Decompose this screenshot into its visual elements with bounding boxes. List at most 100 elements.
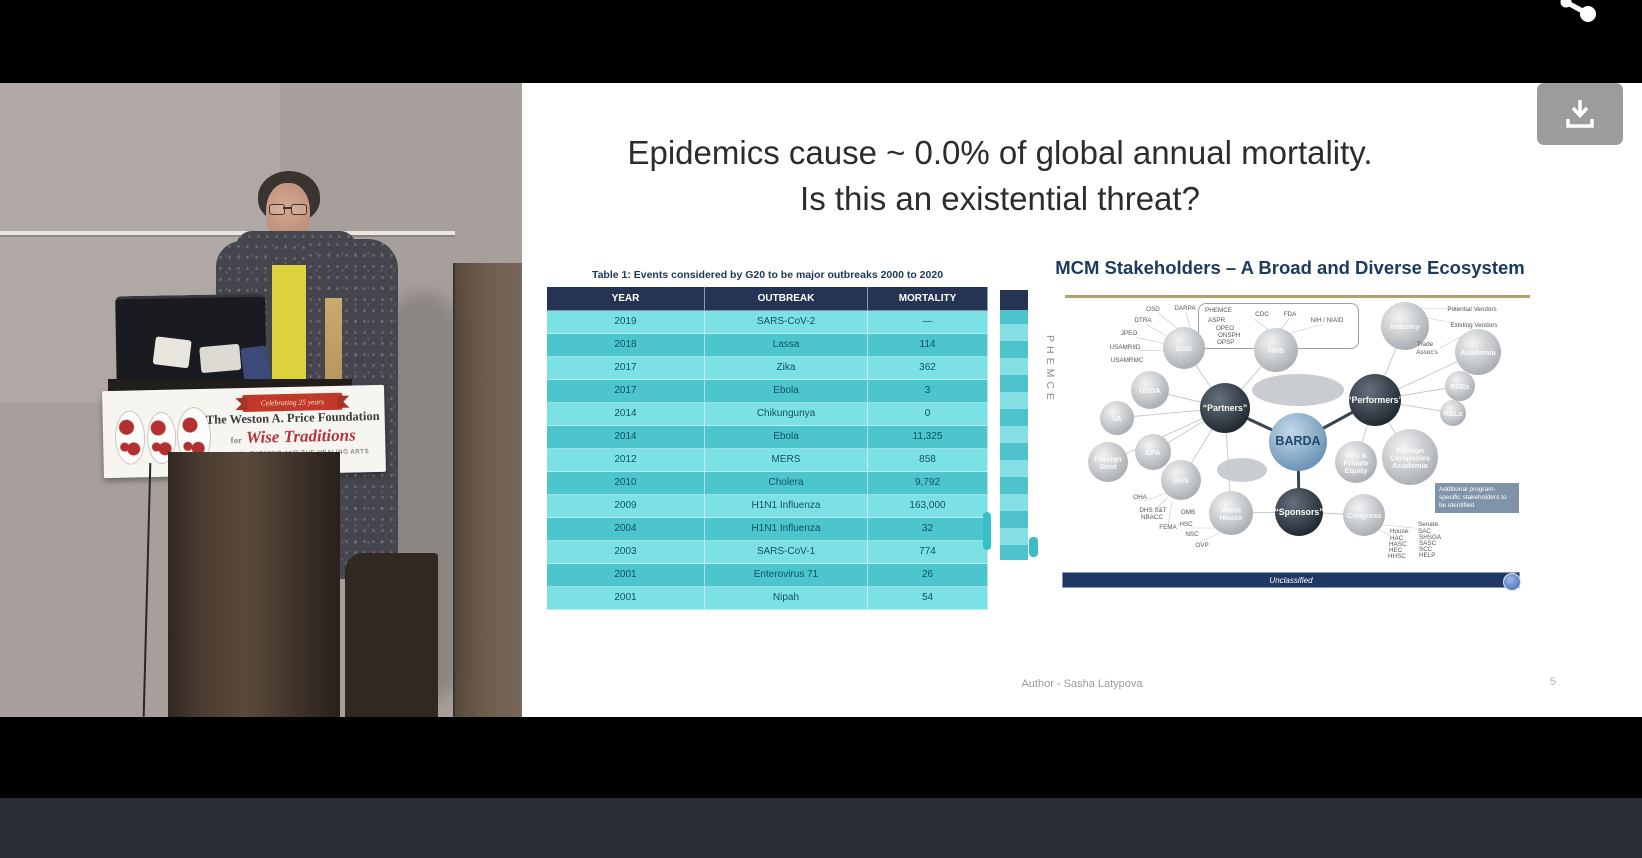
- diagram-ellipse: [1252, 374, 1344, 406]
- side-table-edge: [1000, 290, 1028, 560]
- table-cell: 2001: [547, 564, 705, 587]
- share-icon[interactable]: [1552, 0, 1602, 24]
- diagram-small-label: FEMA: [1159, 524, 1177, 531]
- table-header-cell: MORTALITY: [868, 287, 988, 311]
- slide-page-number: 5: [1550, 676, 1557, 688]
- diagram-small-label: Existing Vendors: [1451, 322, 1498, 329]
- download-icon: [1566, 100, 1594, 128]
- slide-title: Epidemics cause ~ 0.0% of global annual …: [542, 130, 1458, 222]
- diagram-small-label: USAMRMC: [1111, 357, 1144, 364]
- diagram-note-box: Additional program-specific stakeholders…: [1435, 483, 1519, 513]
- diagram-node-label: RBLs: [1444, 411, 1462, 418]
- diagram-small-label: HASC: [1389, 541, 1407, 548]
- diagram-node-label: White House: [1220, 506, 1243, 523]
- table-cell: Nipah: [705, 587, 868, 610]
- table-cell: Enterovirus 71: [705, 564, 868, 587]
- cable: [142, 463, 152, 717]
- diagram-small-label: SASC: [1419, 540, 1437, 547]
- diagram-node-label: HHS: [1268, 346, 1284, 355]
- wood-door: [453, 263, 522, 717]
- diagram-node-label: EPA: [1146, 448, 1161, 457]
- diagram-node-epa: [1135, 434, 1171, 470]
- diagram-small-label: HEC: [1389, 547, 1403, 554]
- diagram-ellipse: [1217, 458, 1267, 482]
- diagram-small-label: OVP: [1195, 542, 1208, 549]
- diagram-small-label: OPSP: [1217, 339, 1235, 346]
- table-cell: 2017: [547, 357, 705, 380]
- diagram-node-label: DoD: [1176, 344, 1192, 353]
- outbreak-table: YEAR OUTBREAK MORTALITY 2019 SARS-CoV-2— 2018…: [547, 287, 988, 610]
- diagram-small-label: FDA: [1284, 311, 1297, 318]
- diagram-node-usda: [1131, 371, 1169, 409]
- diagram-node-label: BARDA: [1275, 434, 1320, 448]
- banner-program-name: for Wise Traditions: [230, 425, 356, 447]
- diagram-small-label: OHA: [1133, 494, 1147, 501]
- diagram-node-label: RDEs: [1451, 384, 1470, 391]
- table-header-cell: YEAR: [547, 287, 705, 311]
- diagram-node-label: VCs & Private Equity: [1343, 451, 1368, 475]
- table-cell: 114: [868, 334, 988, 357]
- table-cell: 3: [868, 380, 988, 403]
- diagram-small-label: Assoc's: [1416, 349, 1438, 356]
- diagram-node-vcs: [1335, 441, 1377, 483]
- side-table-edge-header: [1000, 290, 1028, 310]
- diagram-node-foreigncompanies: [1382, 429, 1438, 485]
- table-cell: 362: [868, 357, 988, 380]
- diagram-node-label: DHS: [1173, 476, 1189, 485]
- download-button[interactable]: [1537, 83, 1623, 145]
- diagram-node-label: “Partners”: [1203, 403, 1248, 413]
- table-cell: 2009: [547, 495, 705, 518]
- table-cell: 774: [868, 541, 988, 564]
- table-header-cell: OUTBREAK: [705, 287, 868, 311]
- diagram-small-label: Potential Vendors: [1447, 306, 1496, 313]
- speaker-yellow-top: [266, 246, 312, 386]
- speaker-video-region: Celebrating 25 years The Weston A. Price…: [0, 83, 522, 717]
- table-cell: 54: [868, 587, 988, 610]
- table-cell: 2014: [547, 403, 705, 426]
- diagram-small-label: ASPR: [1208, 317, 1226, 324]
- diagram-node-sponsors: [1275, 488, 1323, 536]
- table-caption: Table 1: Events considered by G20 to be …: [591, 269, 944, 281]
- diagram-small-label: CDC: [1255, 311, 1269, 318]
- diagram-small-label: House:: [1390, 528, 1410, 535]
- banner-ribbon-text: Celebrating 25 years: [260, 397, 325, 408]
- slide-title-line2: Is this an existential threat?: [800, 180, 1200, 217]
- table-cell: 163,000: [868, 495, 988, 518]
- mcm-diagram-graphic: DoD HHS Industry Academia USDA VA “Partners” “P…: [1088, 302, 1501, 560]
- diagram-small-label: JPEO: [1121, 330, 1138, 337]
- diagram-node-rbls: [1440, 400, 1466, 426]
- table-cell: 2004: [547, 518, 705, 541]
- diagram-node-label: Industry: [1390, 322, 1420, 331]
- slide-title-line1: Epidemics cause ~ 0.0% of global annual …: [627, 134, 1373, 171]
- speaker-legs: [345, 553, 438, 717]
- table-cell: 2017: [547, 380, 705, 403]
- diagram-node-label: “Performers”: [1347, 395, 1403, 405]
- letterbox-top: [0, 0, 1642, 83]
- diagram-small-label: DHS S&T: [1139, 507, 1166, 514]
- slide-region: Epidemics cause ~ 0.0% of global annual …: [522, 83, 1642, 717]
- table-cell: 2010: [547, 472, 705, 495]
- table-cell: Chikungunya: [705, 403, 868, 426]
- diagram-small-label: Senate:: [1418, 521, 1440, 528]
- table-cell: MERS: [705, 449, 868, 472]
- diagram-node-dod: [1163, 327, 1205, 369]
- table-cell: H1N1 Influenza: [705, 495, 868, 518]
- video-frame[interactable]: Celebrating 25 years The Weston A. Price…: [0, 0, 1642, 798]
- diagram-title: MCM Stakeholders – A Broad and Diverse E…: [1055, 257, 1525, 278]
- table-cell: 2014: [547, 426, 705, 449]
- table-cell: —: [868, 311, 988, 334]
- table-cell: 2012: [547, 449, 705, 472]
- side-scroll-indicator: [1029, 537, 1038, 557]
- table-cell: 11,325: [868, 426, 988, 449]
- classification-bar: Unclassified: [1062, 572, 1520, 588]
- diagram-small-label: HELP: [1419, 552, 1435, 559]
- globe-icon: [114, 410, 146, 465]
- table-cell: 2018: [547, 334, 705, 357]
- diagram-gold-rule: [1065, 295, 1530, 298]
- table-cell: SARS-CoV-1: [705, 541, 868, 564]
- diagram-node-barda: [1269, 413, 1327, 471]
- diagram-small-label: PHEMCE: [1205, 307, 1232, 314]
- table-cell: Cholera: [705, 472, 868, 495]
- diagram-node-industry: [1381, 302, 1429, 350]
